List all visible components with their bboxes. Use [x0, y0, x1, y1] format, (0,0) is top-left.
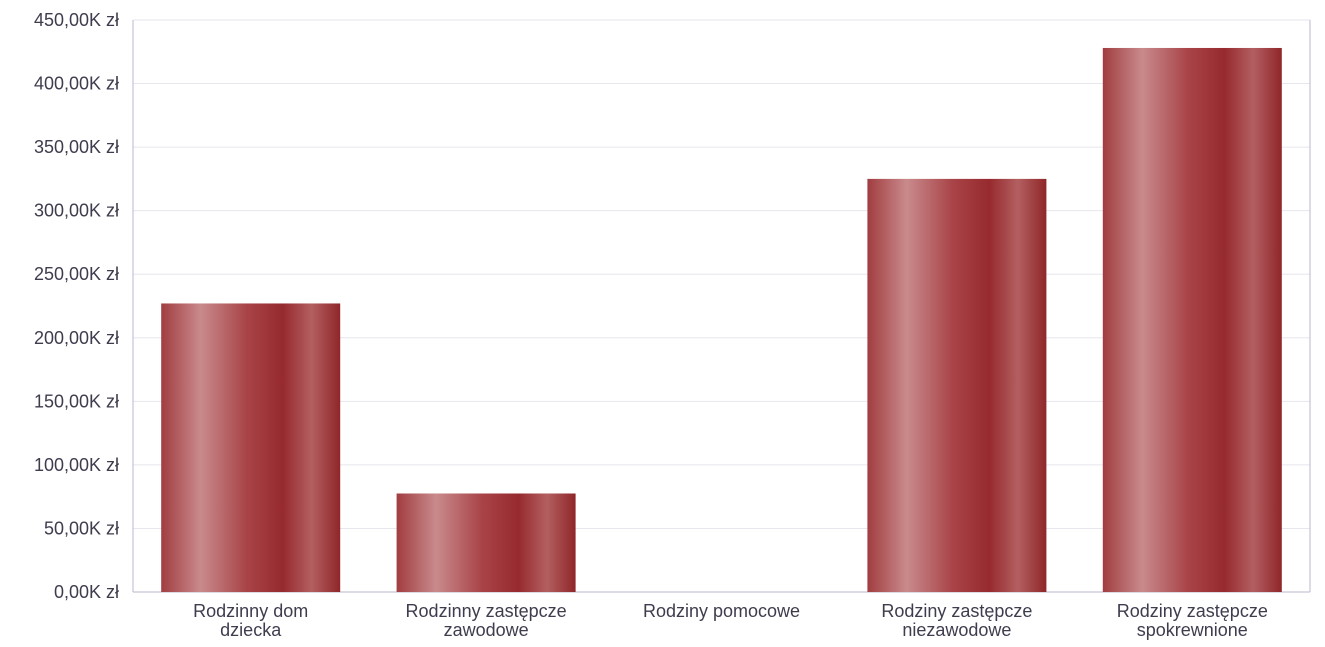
bars	[161, 47, 1282, 593]
y-tick-label: 350,00K zł	[34, 137, 119, 157]
y-axis-ticks: 0,00K zł 50,00K zł 100,00K zł 150,00K zł 200…	[34, 10, 119, 602]
y-tick-label: 100,00K zł	[34, 455, 119, 475]
y-tick-label: 450,00K zł	[34, 10, 119, 30]
bar	[161, 303, 341, 592]
y-tick-label: 250,00K zł	[34, 264, 119, 284]
x-tick-label: Rodziny zastępcze spokrewnione	[1117, 601, 1268, 640]
y-tick-label: 150,00K zł	[34, 391, 119, 411]
bar	[1102, 47, 1282, 593]
x-tick-label: Rodziny zastępcze niezawodowe	[881, 601, 1032, 640]
bar	[396, 493, 576, 592]
bar	[867, 178, 1047, 592]
y-tick-label: 300,00K zł	[34, 201, 119, 221]
y-tick-label: 50,00K zł	[44, 518, 119, 538]
x-tick-label: Rodzinny zastępcze zawodowe	[406, 601, 567, 640]
x-tick-label: Rodziny pomocowe	[643, 601, 800, 621]
y-tick-label: 400,00K zł	[34, 74, 119, 94]
x-tick-label: Rodzinny dom dziecka	[193, 601, 308, 640]
x-axis-ticks: Rodzinny dom dziecka Rodzinny zastępcze zaw…	[193, 601, 1268, 640]
y-tick-label: 200,00K zł	[34, 328, 119, 348]
y-tick-label: 0,00K zł	[54, 582, 119, 602]
